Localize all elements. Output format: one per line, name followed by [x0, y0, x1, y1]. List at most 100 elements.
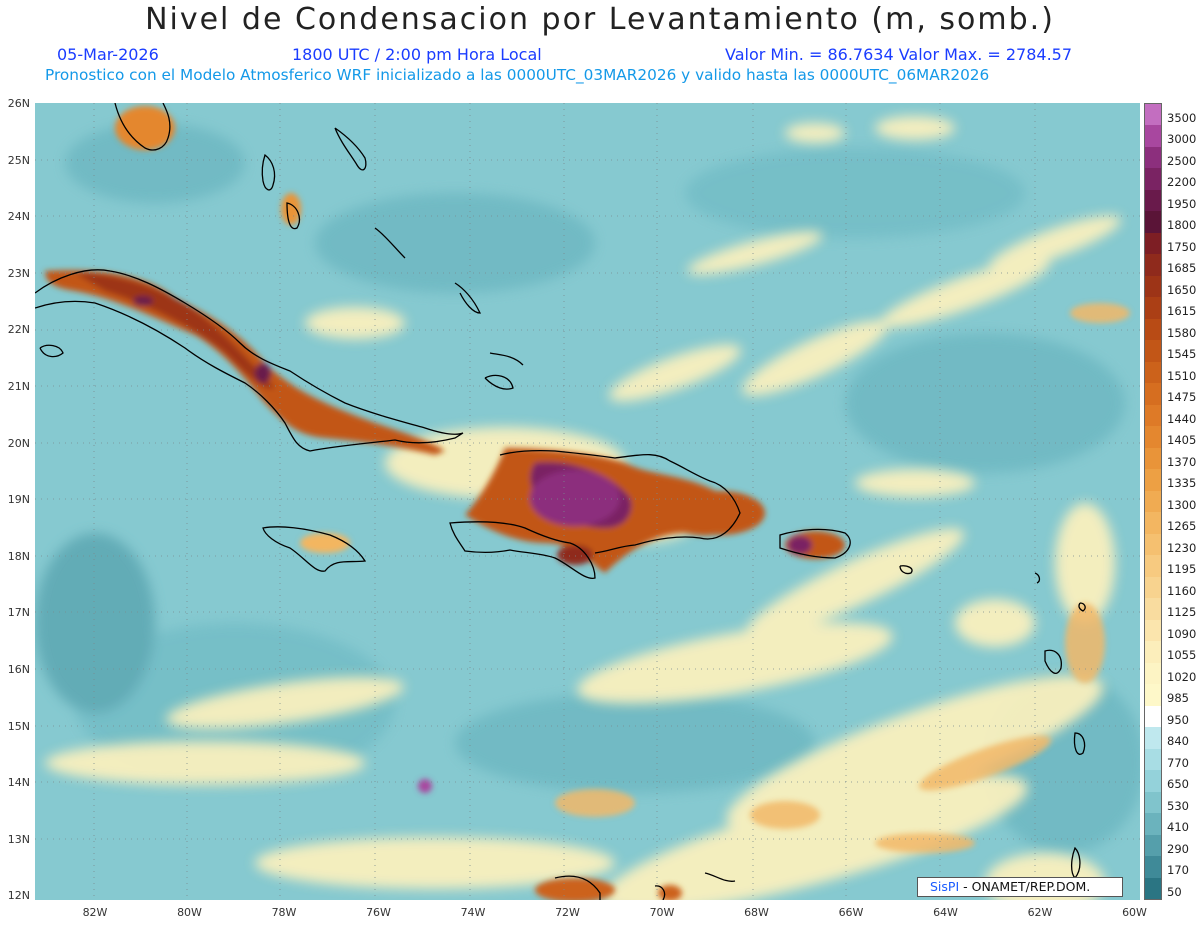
colorbar-segment: [1145, 641, 1161, 664]
lat-tick-label: 21N: [7, 380, 30, 393]
colorbar-segment: [1145, 469, 1161, 492]
credit-box: SisPI - ONAMET/REP.DOM.: [917, 877, 1123, 897]
colorbar-segment: [1145, 189, 1161, 212]
lat-tick-label: 25N: [7, 153, 30, 167]
colorbar-label: 1055: [1167, 648, 1197, 663]
colorbar-segment: [1145, 748, 1161, 771]
lat-tick-label: 19N: [7, 493, 30, 507]
colorbar-segment: [1145, 254, 1161, 277]
colorbar-segment: [1145, 533, 1161, 556]
colorbar-segment: [1145, 619, 1161, 642]
high-lcl-over-land: [45, 106, 845, 900]
colorbar-label: 1125: [1167, 605, 1197, 620]
lon-tick-label: 76W: [366, 906, 391, 919]
lat-tick-label: 13N: [7, 832, 30, 846]
lat-tick-label: 14N: [7, 776, 30, 790]
lat-tick-label: 26N: [7, 97, 30, 110]
colorbar-segment: [1145, 125, 1161, 148]
colorbar-segment: [1145, 727, 1161, 750]
colorbar-label: 530: [1167, 798, 1189, 813]
colorbar-label: 840: [1167, 734, 1189, 749]
colorbar-label: 1545: [1167, 347, 1197, 362]
colorbar-label: 1160: [1167, 583, 1197, 598]
colorbar-segment: [1145, 404, 1161, 427]
model-info: Pronostico con el Modelo Atmosferico WRF…: [45, 66, 990, 84]
colorbar-segment: [1145, 275, 1161, 298]
colorbar-label: 1510: [1167, 368, 1197, 383]
colorbar-label: 1020: [1167, 669, 1197, 684]
map-panel[interactable]: [35, 103, 1140, 900]
forecast-date: 05-Mar-2026: [57, 45, 159, 64]
colorbar-label: 1685: [1167, 261, 1197, 276]
colorbar-label: 1265: [1167, 519, 1197, 534]
map-title: Nivel de Condensacion por Levantamiento …: [145, 2, 1055, 37]
lat-tick-label: 15N: [7, 719, 30, 733]
colorbar-label: 1335: [1167, 476, 1197, 491]
moisture-field-texture: [35, 123, 1140, 853]
colorbar-label: 770: [1167, 755, 1189, 770]
lat-tick-label: 16N: [7, 663, 30, 676]
colorbar-label: 950: [1167, 712, 1189, 727]
colorbar-segment: [1145, 512, 1161, 535]
colorbar-segment: [1145, 490, 1161, 513]
colorbar-segment: [1145, 146, 1161, 169]
colorbar-label: 2200: [1167, 175, 1197, 190]
lat-tick-label: 23N: [7, 266, 30, 280]
colorbar-label: 50: [1167, 884, 1182, 899]
colorbar-segment: [1145, 662, 1161, 685]
colorbar-label: 290: [1167, 841, 1189, 856]
colorbar-segment: [1145, 856, 1161, 878]
mid-lcl-areas: [555, 303, 1130, 853]
colorbar-segment: [1145, 877, 1161, 900]
colorbar-segment: [1145, 361, 1161, 384]
colorbar-label: 1090: [1167, 626, 1197, 641]
colorbar-segment: [1145, 211, 1161, 234]
colorbar-label: 650: [1167, 777, 1189, 792]
lon-tick-label: 72W: [555, 906, 580, 919]
colorbar-label: 1580: [1167, 325, 1197, 340]
colorbar-segment: [1145, 834, 1161, 857]
coastlines: [35, 103, 1086, 900]
lat-tick-label: 12N: [7, 889, 30, 903]
colorbar-label: 3500: [1167, 111, 1197, 125]
sispi-logo: SisPI: [930, 879, 960, 894]
colorbar-segment: [1145, 813, 1161, 836]
colorbar-segment: [1145, 598, 1161, 621]
colorbar-segment: [1145, 340, 1161, 363]
lon-tick-label: 74W: [460, 906, 486, 919]
colorbar-label: 1195: [1167, 562, 1197, 577]
colorbar-segment: [1145, 770, 1161, 793]
colorbar-segment: [1145, 705, 1161, 728]
lon-tick-label: 78W: [271, 906, 297, 919]
colorbar-label: 1800: [1167, 218, 1197, 233]
colorbar-label: 410: [1167, 820, 1189, 835]
colorbar-label: 1405: [1167, 433, 1197, 448]
lon-tick-label: 66W: [838, 906, 864, 919]
map-field: [35, 103, 1140, 900]
lon-tick-label: 80W: [177, 906, 202, 919]
colorbar-segment: [1145, 447, 1161, 470]
colorbar-label: 1750: [1167, 239, 1197, 254]
colorbar-label: 2500: [1167, 153, 1197, 168]
lat-tick-label: 20N: [7, 436, 30, 450]
colorbar-segment: [1145, 297, 1161, 320]
colorbar-segment: [1145, 576, 1161, 599]
lat-tick-label: 17N: [7, 606, 30, 620]
colorbar-label: 1475: [1167, 390, 1197, 405]
colorbar-segment: [1145, 555, 1161, 578]
colorbar-label: 1950: [1167, 196, 1197, 211]
colorbar-label: 1440: [1167, 411, 1197, 426]
colorbar-label: 3000: [1167, 132, 1197, 147]
colorbar-segment: [1145, 426, 1161, 449]
credit-org: - ONAMET/REP.DOM.: [959, 879, 1091, 894]
colorbar: [1144, 103, 1162, 900]
lat-tick-label: 22N: [7, 323, 30, 337]
colorbar-label: 170: [1167, 863, 1189, 878]
colorbar-segment: [1145, 383, 1161, 406]
value-min-max: Valor Min. = 86.7634 Valor Max. = 2784.5…: [725, 45, 1073, 64]
lon-tick-label: 82W: [82, 906, 108, 919]
colorbar-label: 1300: [1167, 497, 1197, 512]
colorbar-segment: [1145, 232, 1161, 255]
lon-tick-label: 62W: [1027, 906, 1053, 919]
colorbar-segment: [1145, 168, 1161, 191]
